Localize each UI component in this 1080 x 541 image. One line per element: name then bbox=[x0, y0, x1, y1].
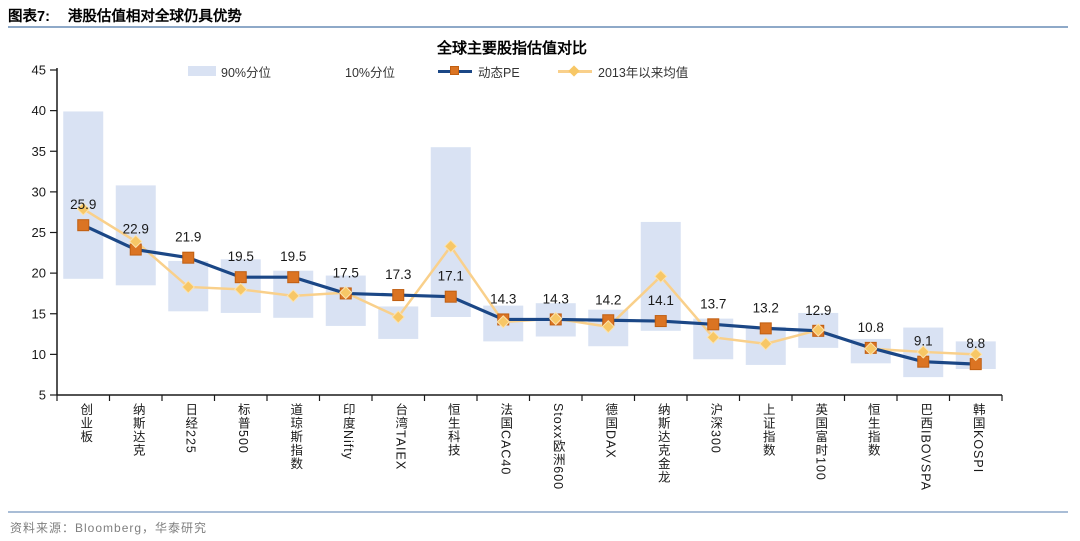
mean-marker bbox=[864, 341, 878, 356]
figure-header: 图表7: 港股估值相对全球仍具优势 bbox=[8, 5, 242, 26]
pe-data-label: 13.7 bbox=[700, 296, 726, 311]
y-tick-label: 15 bbox=[32, 306, 46, 321]
category-label: 德国DAX bbox=[603, 403, 618, 459]
legend-label: 动态PE bbox=[478, 65, 520, 80]
legend-label: 2013年以来均值 bbox=[598, 65, 689, 80]
pe-data-label: 10.8 bbox=[858, 320, 884, 335]
legend-item-p10: 10%分位 bbox=[345, 63, 396, 80]
mean-marker bbox=[286, 289, 300, 303]
category-label: 韩国KOSPI bbox=[970, 403, 985, 474]
category-label: 上证指数 bbox=[760, 403, 775, 457]
pe-data-label: 12.9 bbox=[805, 303, 831, 318]
pe-marker bbox=[759, 322, 772, 335]
pe-data-label: 8.8 bbox=[966, 336, 985, 351]
mean-marker bbox=[391, 310, 405, 324]
mean-marker bbox=[444, 239, 458, 254]
source-note: 资料来源：Bloomberg，华泰研究 bbox=[10, 521, 208, 535]
mean-marker bbox=[76, 202, 90, 216]
category-label: 日经225 bbox=[183, 403, 198, 454]
legend-label: 10%分位 bbox=[345, 65, 396, 80]
figure-title: 港股估值相对全球仍具优势 bbox=[67, 9, 242, 25]
pe-data-label: 14.2 bbox=[595, 292, 621, 307]
category-label: 恒生科技 bbox=[445, 403, 460, 457]
mean-marker bbox=[234, 282, 248, 297]
pe-data-label: 19.5 bbox=[228, 249, 254, 264]
pe-marker bbox=[77, 219, 90, 232]
mean-marker bbox=[129, 234, 143, 249]
category-label: 标普500 bbox=[235, 403, 250, 454]
pe-data-label: 17.3 bbox=[385, 267, 411, 282]
pe-data-label: 19.5 bbox=[280, 249, 306, 264]
mean-line-swatch-icon bbox=[558, 64, 592, 77]
pe-marker bbox=[654, 315, 667, 328]
legend-item-pe: 动态PE bbox=[438, 63, 520, 80]
category-label: 创业板 bbox=[78, 403, 93, 444]
category-label: 法国CAC40 bbox=[498, 403, 513, 476]
y-tick-label: 30 bbox=[32, 184, 46, 199]
percentile-range-bar bbox=[325, 275, 366, 326]
figure-number: 图表7: bbox=[8, 9, 50, 25]
category-label: Stoxx欧洲600 bbox=[550, 403, 565, 491]
header-divider bbox=[8, 26, 1068, 28]
category-label: 英国富时100 bbox=[813, 403, 828, 481]
pe-data-label: 14.3 bbox=[543, 291, 569, 306]
pe-data-label: 17.1 bbox=[438, 269, 464, 284]
mean-marker bbox=[181, 280, 195, 294]
category-label: 巴西IBOVSPA bbox=[918, 403, 933, 491]
mean-marker bbox=[916, 345, 930, 359]
mean-marker bbox=[969, 347, 983, 362]
mean-line bbox=[82, 207, 976, 356]
mean-marker bbox=[706, 330, 720, 345]
pe-data-label: 14.3 bbox=[490, 291, 516, 306]
pe-line-swatch-icon bbox=[438, 65, 472, 77]
pe-data-label: 9.1 bbox=[914, 334, 933, 349]
pe-marker bbox=[444, 290, 457, 303]
mean-marker bbox=[654, 269, 668, 284]
pe-marker bbox=[287, 271, 300, 284]
y-tick-label: 5 bbox=[39, 388, 46, 403]
pe-marker bbox=[707, 318, 720, 331]
pe-data-label: 17.5 bbox=[333, 265, 359, 280]
legend-label: 90%分位 bbox=[221, 65, 272, 80]
footer-divider bbox=[8, 511, 1068, 513]
pe-marker bbox=[392, 289, 405, 302]
mean-marker bbox=[759, 337, 773, 351]
percentile-range-bar bbox=[430, 147, 471, 317]
mean-marker bbox=[811, 323, 825, 337]
category-label: 纳斯达克金龙 bbox=[655, 403, 670, 484]
mean-marker bbox=[549, 311, 563, 326]
category-label: 道琼斯指数 bbox=[288, 403, 303, 471]
pe-data-label: 21.9 bbox=[175, 230, 201, 245]
pe-marker bbox=[234, 271, 247, 284]
p90-bar-swatch-icon bbox=[188, 66, 216, 76]
pe-data-label: 13.2 bbox=[753, 300, 779, 315]
category-label: 纳斯达克 bbox=[130, 403, 145, 457]
category-label: 恒生指数 bbox=[865, 403, 880, 457]
y-tick-label: 45 bbox=[32, 63, 46, 78]
y-tick-label: 35 bbox=[32, 144, 46, 159]
y-tick-label: 20 bbox=[32, 266, 46, 281]
mean-marker bbox=[339, 285, 353, 300]
pe-data-label: 22.9 bbox=[123, 222, 149, 237]
mean-marker bbox=[496, 315, 510, 329]
category-label: 印度Nifty bbox=[340, 403, 355, 460]
y-tick-label: 25 bbox=[32, 225, 46, 240]
pe-marker bbox=[182, 251, 195, 264]
percentile-range-bar bbox=[63, 111, 104, 279]
legend-item-mean: 2013年以来均值 bbox=[558, 63, 689, 80]
mean-marker bbox=[601, 320, 615, 334]
y-tick-label: 40 bbox=[32, 103, 46, 118]
pe-data-label: 14.1 bbox=[648, 293, 674, 308]
category-label: 沪深300 bbox=[708, 403, 723, 454]
pe-data-label: 25.9 bbox=[70, 197, 96, 212]
chart-title: 全球主要股指估值对比 bbox=[436, 40, 587, 57]
category-label: 台湾TAIEX bbox=[393, 403, 408, 471]
legend-item-p90: 90%分位 bbox=[188, 63, 272, 80]
pe-line bbox=[82, 223, 976, 366]
y-tick-label: 10 bbox=[32, 347, 46, 362]
